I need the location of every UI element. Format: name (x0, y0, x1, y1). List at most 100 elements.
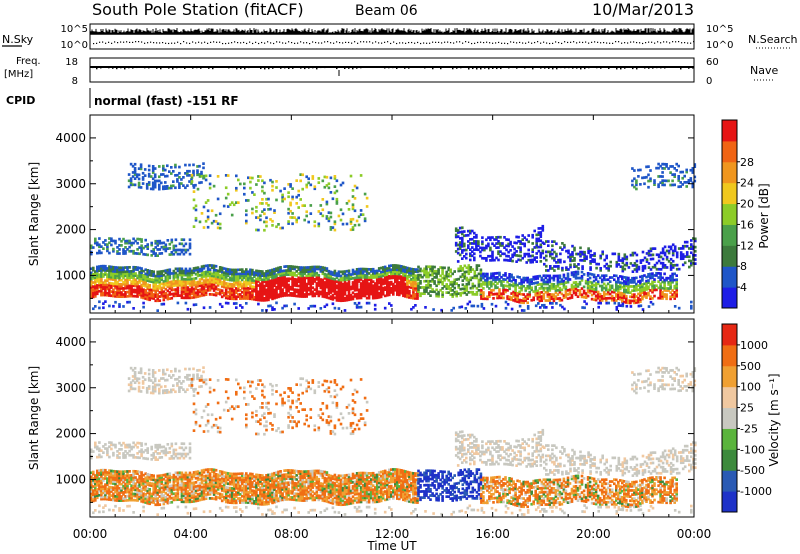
power-cell (379, 291, 383, 295)
power-cell (598, 299, 602, 302)
power-cell (454, 241, 458, 245)
nave-dot (496, 67, 498, 70)
power-cell (564, 287, 568, 291)
power-cell (100, 245, 103, 248)
power-cell (153, 167, 157, 170)
power-cell (647, 249, 651, 253)
power-cell (257, 273, 260, 277)
power-cell (461, 275, 465, 278)
power-cell (142, 280, 145, 283)
noise-dot (483, 41, 485, 44)
power-cell (479, 270, 483, 274)
power-cell (241, 286, 244, 290)
power-cell (168, 297, 172, 300)
nave-dot (628, 66, 630, 68)
power-cell (202, 273, 206, 276)
power-cell (392, 276, 395, 280)
power-cell (196, 282, 200, 286)
power-cell (347, 294, 351, 297)
power-cell (168, 293, 172, 296)
power-cell (552, 287, 556, 290)
power-cell (489, 238, 492, 242)
power-cell (619, 285, 622, 289)
power-cell (548, 274, 552, 278)
power-cell (136, 293, 139, 296)
power-cell (498, 277, 501, 281)
power-cell (545, 254, 548, 258)
power-cell (361, 284, 365, 287)
nave-dot (148, 66, 150, 69)
power-cell (392, 272, 395, 276)
power-cell (653, 284, 656, 288)
power-cell (639, 300, 642, 303)
power-cell (98, 267, 101, 270)
power-cell (349, 298, 353, 301)
power-cell (289, 292, 292, 295)
power-cell (220, 289, 224, 292)
nave-dot (212, 67, 214, 70)
power-cell (247, 274, 250, 278)
power-cell (586, 294, 590, 298)
power-cell (410, 278, 413, 281)
nave-dot (180, 66, 182, 69)
power-cell (118, 293, 121, 296)
power-cell (335, 294, 339, 298)
power-cell (220, 295, 224, 299)
power-cell (307, 276, 310, 280)
power-cell (386, 275, 389, 279)
power-cell (379, 277, 383, 280)
power-cell (506, 297, 509, 300)
power-cell (194, 287, 198, 291)
power-cell (192, 169, 195, 173)
power-cell (473, 240, 476, 243)
power-cell (653, 278, 656, 281)
power-cell (381, 282, 385, 286)
nave-dot (152, 66, 154, 68)
power-cell (532, 296, 535, 300)
power-cell (226, 174, 230, 177)
power-cell (571, 253, 574, 256)
power-cell (253, 271, 256, 274)
power-cell (371, 284, 375, 288)
power-cell (435, 288, 438, 292)
noise-dot (246, 42, 248, 45)
power-cell (627, 278, 630, 282)
power-cell (307, 268, 310, 271)
power-cell (458, 230, 462, 234)
power-cell (570, 273, 574, 277)
power-cell (671, 280, 674, 284)
noise-dot (144, 42, 146, 44)
nave-dot (488, 67, 490, 70)
power-cell (602, 292, 606, 296)
power-cell (343, 288, 347, 292)
power-cell (439, 266, 442, 269)
power-cell (144, 253, 147, 256)
power-cell (661, 263, 665, 267)
power-cell (619, 281, 622, 284)
power-cell (641, 277, 644, 280)
power-cell (576, 276, 580, 280)
power-cell (204, 289, 208, 292)
power-cell (671, 293, 674, 296)
power-cell (295, 265, 298, 269)
power-cell (437, 270, 440, 273)
power-cell (673, 295, 676, 298)
power-cell (297, 288, 300, 292)
power-cell (271, 281, 274, 284)
power-cell (526, 278, 529, 282)
power-cell (671, 243, 675, 247)
power-cell (333, 286, 337, 289)
power-cell (463, 272, 467, 276)
power-cell (148, 279, 151, 283)
power-cell (489, 254, 492, 258)
power-cell (122, 250, 125, 253)
power-cell (230, 293, 234, 296)
power-cell (188, 290, 192, 293)
power-cell (548, 278, 552, 282)
power-cell (623, 296, 626, 300)
power-cell (552, 285, 556, 288)
power-cell (259, 286, 262, 290)
power-cell (188, 271, 192, 275)
power-cell (645, 275, 648, 279)
power-cell (327, 278, 331, 281)
